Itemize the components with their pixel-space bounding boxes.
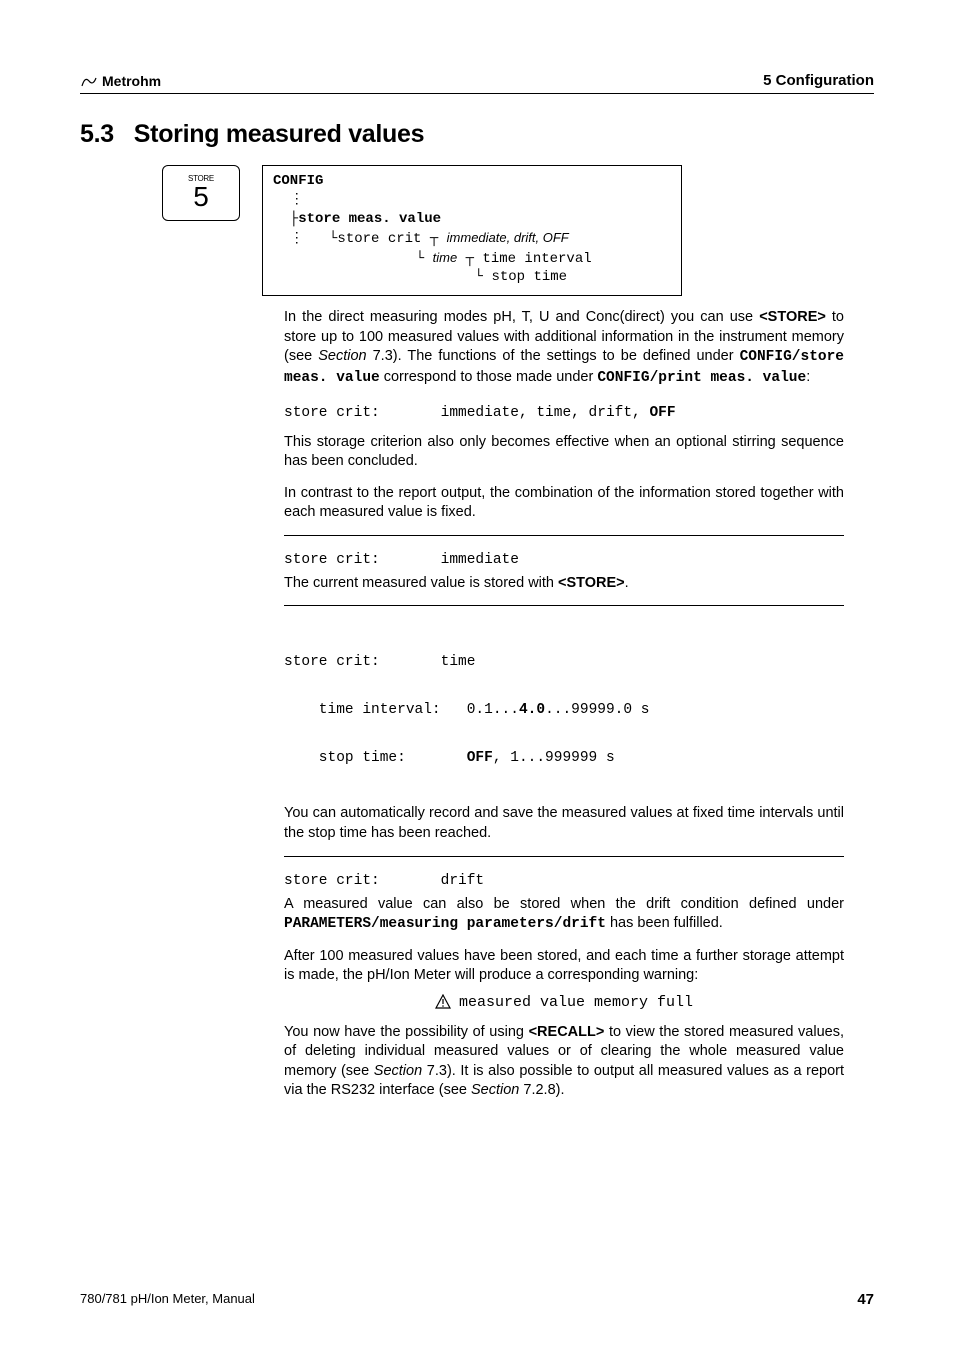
para-drift: A measured value can also be stored when… <box>284 895 844 935</box>
key-number: 5 <box>193 183 209 211</box>
brand-text: Metrohm <box>102 73 161 89</box>
page-header: Metrohm 5 Configuration <box>80 72 874 94</box>
para-contrast: In contrast to the report output, the co… <box>284 484 844 523</box>
mono-time: store crit: time time interval: 0.1...4.… <box>284 622 844 798</box>
warning-icon <box>435 994 451 1010</box>
config-title: CONFIG <box>273 172 671 191</box>
config-box: CONFIG ⋮ ├store meas. value ⋮ └store cri… <box>262 165 682 296</box>
para-intro: In the direct measuring modes pH, T, U a… <box>284 308 844 388</box>
para-warning: After 100 measured values have been stor… <box>284 947 844 986</box>
divider <box>284 535 844 536</box>
config-tree: ⋮ ├store meas. value ⋮ └store crit ┬ imm… <box>273 191 671 287</box>
footer-left: 780/781 pH/Ion Meter, Manual <box>80 1291 255 1308</box>
divider <box>284 605 844 606</box>
warning-text: measured value memory full <box>459 994 693 1011</box>
para-immediate: The current measured value is stored wit… <box>284 574 844 594</box>
warning-line: measured value memory full <box>284 994 844 1011</box>
section-name: Storing measured values <box>134 120 424 148</box>
brand-logo: Metrohm <box>80 73 161 89</box>
page-footer: 780/781 pH/Ion Meter, Manual 47 <box>80 1291 874 1308</box>
mono-store-crit-options: store crit: immediate, time, drift, OFF <box>284 405 844 421</box>
para-recall: You now have the possibility of using <R… <box>284 1023 844 1101</box>
header-section: 5 Configuration <box>763 72 874 89</box>
divider <box>284 856 844 857</box>
section-title: 5.3 Storing measured values <box>80 120 874 149</box>
para-time: You can automatically record and save th… <box>284 804 844 843</box>
para-criterion: This storage criterion also only becomes… <box>284 433 844 472</box>
mono-immediate: store crit: immediate <box>284 552 844 568</box>
footer-page-number: 47 <box>857 1291 874 1308</box>
key-store-5: STORE 5 <box>162 165 240 221</box>
section-number: 5.3 <box>80 120 114 148</box>
mono-drift: store crit: drift <box>284 873 844 889</box>
